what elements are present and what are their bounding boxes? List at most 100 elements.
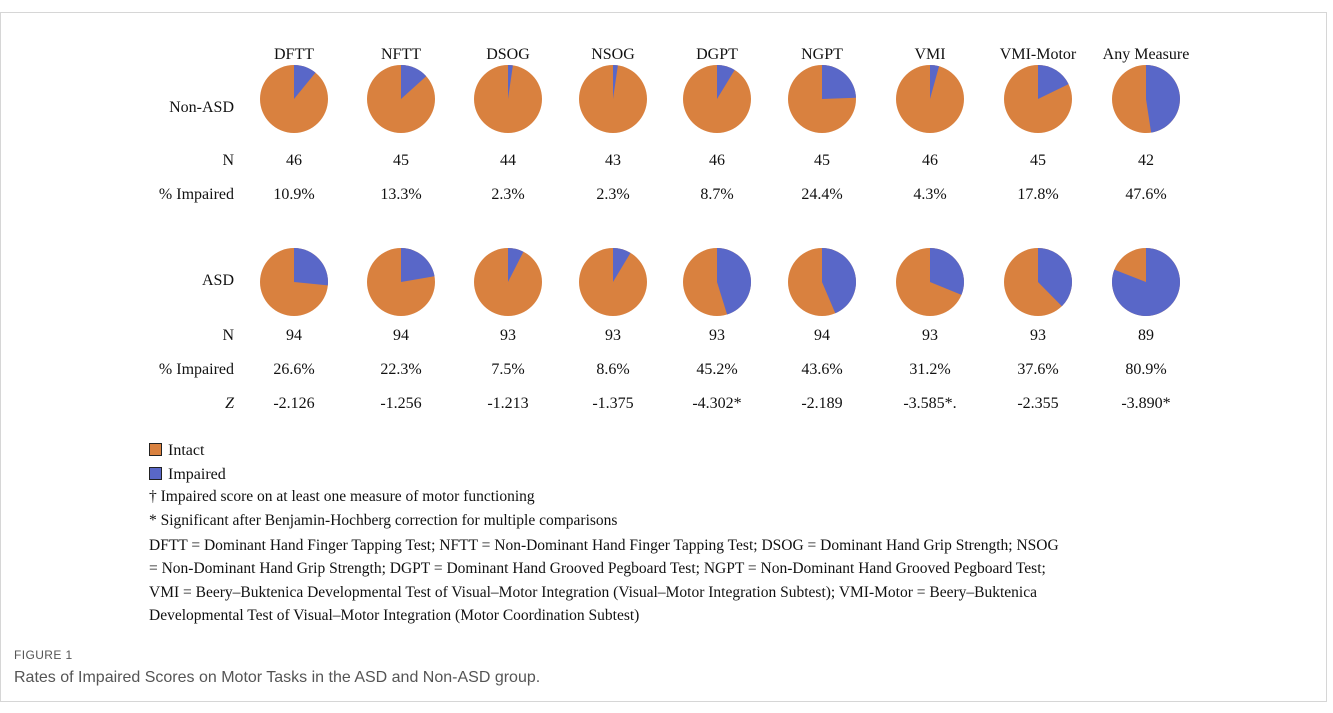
- pct-row-label-asd: % Impaired: [158, 361, 234, 378]
- figure-frame: [0, 12, 1327, 702]
- z-value: -3.585*.: [903, 395, 957, 412]
- pie-non-asd-7: [1004, 65, 1072, 133]
- n-value: 89: [1138, 327, 1154, 344]
- column-header-nsog: NSOG: [591, 46, 635, 63]
- n-value: 45: [393, 152, 409, 169]
- pct-impaired-value: 80.9%: [1125, 361, 1167, 378]
- pct-impaired-value: 2.3%: [491, 186, 525, 203]
- impaired-slice: [1038, 248, 1072, 307]
- column-header-nftt: NFTT: [381, 46, 421, 63]
- n-value: 46: [922, 152, 938, 169]
- pct-impaired-value: 7.5%: [491, 361, 525, 378]
- impaired-slice: [613, 248, 631, 282]
- pct-impaired-value: 24.4%: [801, 186, 843, 203]
- n-value: 46: [709, 152, 725, 169]
- impaired-slice: [930, 65, 940, 99]
- star-note: * Significant after Benjamin-Hochberg co…: [149, 512, 618, 529]
- impaired-slice: [822, 248, 857, 314]
- pct-impaired-value: 47.6%: [1125, 186, 1167, 203]
- pie-non-asd-8: [1112, 65, 1180, 133]
- abbrev-line-2: = Non-Dominant Hand Grip Strength; DGPT …: [149, 560, 1046, 577]
- abbrev-line-1: DFTT = Dominant Hand Finger Tapping Test…: [149, 537, 1059, 554]
- intact-swatch: [149, 443, 162, 456]
- impaired-swatch: [149, 467, 162, 480]
- abbrev-line-3: VMI = Beery–Buktenica Developmental Test…: [149, 584, 1037, 601]
- z-value: -2.355: [1017, 395, 1059, 412]
- pie-non-asd-4: [683, 65, 751, 133]
- column-header-ngpt: NGPT: [801, 46, 843, 63]
- legend-intact: Intact: [149, 442, 204, 460]
- z-value: -2.189: [801, 395, 843, 412]
- pie-non-asd-3: [579, 64, 647, 133]
- pct-impaired-value: 2.3%: [596, 186, 630, 203]
- legend-impaired: Impaired: [149, 466, 226, 484]
- pie-asd-5: [788, 248, 857, 316]
- abbrev-line-4: Developmental Test of Visual–Motor Integ…: [149, 607, 640, 624]
- n-value: 43: [605, 152, 621, 169]
- n-value: 45: [1030, 152, 1046, 169]
- figure-label: FIGURE 1: [14, 648, 73, 662]
- legend-impaired-label: Impaired: [168, 466, 226, 483]
- pct-row-label-non-asd: % Impaired: [158, 186, 234, 203]
- pct-impaired-value: 26.6%: [273, 361, 315, 378]
- pie-non-asd-0: [260, 65, 328, 133]
- n-value: 46: [286, 152, 302, 169]
- pie-asd-0: [260, 248, 329, 316]
- column-header-any-measure: Any Measure: [1102, 46, 1190, 63]
- pie-non-asd-1: [367, 65, 435, 133]
- n-value: 94: [286, 327, 302, 344]
- impaired-slice: [822, 65, 856, 99]
- column-header-dsog: DSOG: [486, 46, 530, 63]
- n-value: 93: [500, 327, 516, 344]
- dagger-note: † Impaired score on at least one measure…: [149, 488, 535, 505]
- figure-caption: Rates of Impaired Scores on Motor Tasks …: [14, 669, 541, 686]
- impaired-slice: [508, 64, 513, 99]
- n-value: 45: [814, 152, 830, 169]
- pie-asd-2: [474, 248, 542, 316]
- pct-impaired-value: 10.9%: [273, 186, 315, 203]
- n-value: 44: [500, 152, 516, 169]
- pct-impaired-value: 13.3%: [380, 186, 422, 203]
- pct-impaired-value: 22.3%: [380, 361, 422, 378]
- column-header-dgpt: DGPT: [696, 46, 738, 63]
- column-header-dftt: DFTT: [274, 46, 314, 63]
- impaired-slice: [294, 248, 329, 286]
- impaired-slice: [508, 248, 524, 282]
- z-value: -1.213: [487, 395, 529, 412]
- impaired-slice: [613, 64, 618, 99]
- n-value: 93: [922, 327, 938, 344]
- z-value: -4.302*: [692, 395, 742, 412]
- n-row-label-non-asd: N: [222, 152, 234, 169]
- pct-impaired-value: 31.2%: [909, 361, 951, 378]
- impaired-slice: [294, 65, 316, 99]
- n-value: 93: [1030, 327, 1046, 344]
- z-value: -2.126: [273, 395, 315, 412]
- pct-impaired-value: 43.6%: [801, 361, 843, 378]
- impaired-slice: [1111, 248, 1180, 316]
- n-value: 93: [709, 327, 725, 344]
- pct-impaired-value: 8.6%: [596, 361, 630, 378]
- pct-impaired-value: 45.2%: [696, 361, 738, 378]
- pct-impaired-value: 17.8%: [1017, 186, 1059, 203]
- z-value: -1.256: [380, 395, 422, 412]
- pct-impaired-value: 8.7%: [700, 186, 734, 203]
- n-value: 93: [605, 327, 621, 344]
- n-value: 94: [393, 327, 409, 344]
- pie-non-asd-2: [474, 64, 542, 133]
- z-row-label: Z: [225, 395, 234, 412]
- pie-asd-7: [1004, 248, 1072, 316]
- pie-non-asd-6: [896, 65, 964, 133]
- n-value: 42: [1138, 152, 1154, 169]
- legend-intact-label: Intact: [168, 442, 205, 459]
- impaired-slice: [1146, 65, 1180, 133]
- impaired-slice: [717, 248, 752, 315]
- group-label-asd: ASD: [201, 272, 234, 289]
- column-header-vmi-motor: VMI-Motor: [999, 46, 1077, 63]
- pie-asd-4: [683, 248, 752, 316]
- group-label-non-asd: Non-ASD: [169, 99, 234, 116]
- n-row-label-asd: N: [222, 327, 234, 344]
- pie-asd-1: [367, 248, 435, 316]
- pie-non-asd-5: [788, 65, 856, 133]
- z-value: -1.375: [592, 395, 634, 412]
- impaired-slice: [401, 65, 427, 99]
